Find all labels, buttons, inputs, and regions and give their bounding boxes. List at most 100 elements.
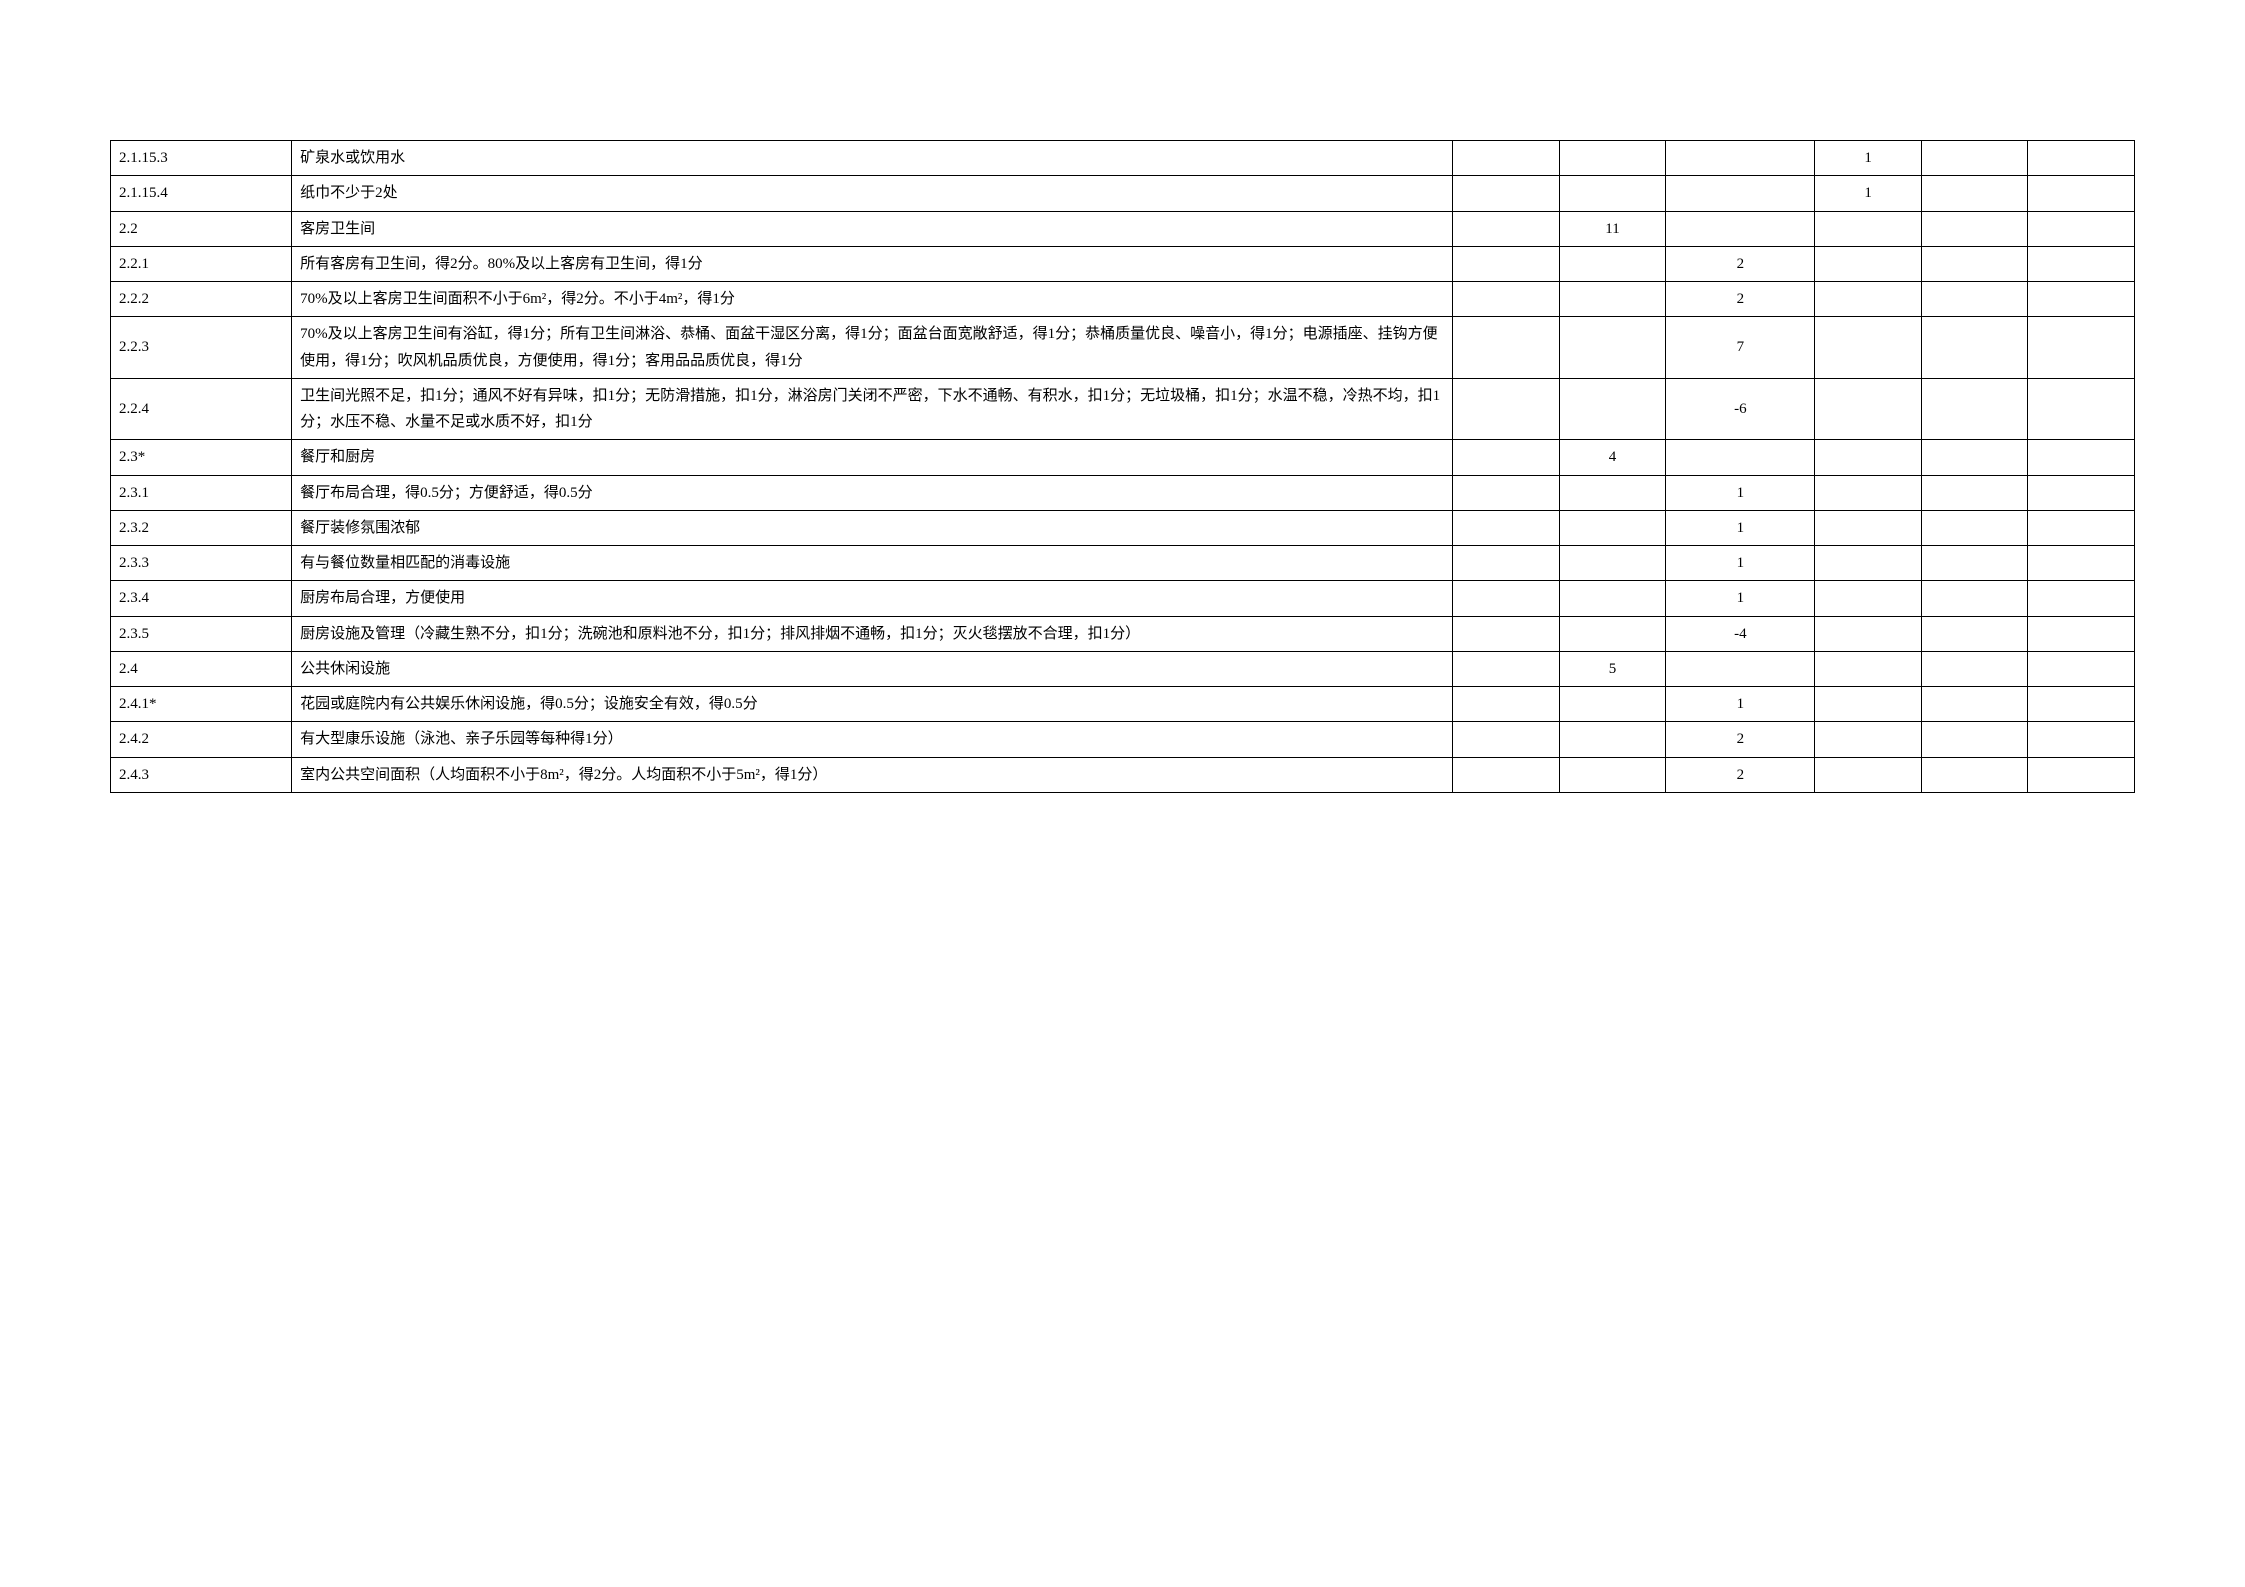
row-id: 2.4.3 bbox=[111, 757, 292, 792]
table-row: 2.1.15.3矿泉水或饮用水1 bbox=[111, 141, 2135, 176]
row-c5 bbox=[1921, 176, 2028, 211]
row-c6 bbox=[2028, 475, 2135, 510]
row-desc: 餐厅装修氛围浓郁 bbox=[292, 510, 1453, 545]
row-c6 bbox=[2028, 141, 2135, 176]
row-desc: 有大型康乐设施（泳池、亲子乐园等每种得1分） bbox=[292, 722, 1453, 757]
row-c1 bbox=[1453, 440, 1560, 475]
row-c6 bbox=[2028, 378, 2135, 440]
row-c5 bbox=[1921, 141, 2028, 176]
row-id: 2.1.15.3 bbox=[111, 141, 292, 176]
row-c5 bbox=[1921, 378, 2028, 440]
row-c3: 2 bbox=[1666, 757, 1815, 792]
row-id: 2.3.2 bbox=[111, 510, 292, 545]
row-c1 bbox=[1453, 317, 1560, 379]
row-c3: 1 bbox=[1666, 546, 1815, 581]
table-row: 2.2.270%及以上客房卫生间面积不小于6m²，得2分。不小于4m²，得1分2 bbox=[111, 282, 2135, 317]
row-c6 bbox=[2028, 757, 2135, 792]
row-c3: 2 bbox=[1666, 722, 1815, 757]
row-c5 bbox=[1921, 757, 2028, 792]
row-id: 2.4.1* bbox=[111, 687, 292, 722]
table-row: 2.2.370%及以上客房卫生间有浴缸，得1分；所有卫生间淋浴、恭桶、面盆干湿区… bbox=[111, 317, 2135, 379]
row-c2: 5 bbox=[1559, 651, 1666, 686]
row-c1 bbox=[1453, 546, 1560, 581]
row-id: 2.1.15.4 bbox=[111, 176, 292, 211]
row-c2 bbox=[1559, 317, 1666, 379]
row-c5 bbox=[1921, 246, 2028, 281]
row-c6 bbox=[2028, 282, 2135, 317]
row-c6 bbox=[2028, 616, 2135, 651]
row-c5 bbox=[1921, 722, 2028, 757]
row-c1 bbox=[1453, 282, 1560, 317]
table-row: 2.2.1所有客房有卫生间，得2分。80%及以上客房有卫生间，得1分2 bbox=[111, 246, 2135, 281]
row-desc: 有与餐位数量相匹配的消毒设施 bbox=[292, 546, 1453, 581]
row-desc: 室内公共空间面积（人均面积不小于8m²，得2分。人均面积不小于5m²，得1分） bbox=[292, 757, 1453, 792]
row-c1 bbox=[1453, 510, 1560, 545]
row-desc: 厨房布局合理，方便使用 bbox=[292, 581, 1453, 616]
row-c2 bbox=[1559, 722, 1666, 757]
table-row: 2.4公共休闲设施5 bbox=[111, 651, 2135, 686]
row-c5 bbox=[1921, 282, 2028, 317]
table-row: 2.4.2有大型康乐设施（泳池、亲子乐园等每种得1分）2 bbox=[111, 722, 2135, 757]
row-c2 bbox=[1559, 616, 1666, 651]
row-c2 bbox=[1559, 378, 1666, 440]
row-c3 bbox=[1666, 141, 1815, 176]
row-c4 bbox=[1815, 440, 1922, 475]
row-desc: 所有客房有卫生间，得2分。80%及以上客房有卫生间，得1分 bbox=[292, 246, 1453, 281]
row-c1 bbox=[1453, 651, 1560, 686]
row-c4 bbox=[1815, 722, 1922, 757]
row-c4 bbox=[1815, 581, 1922, 616]
row-c2 bbox=[1559, 141, 1666, 176]
row-c1 bbox=[1453, 757, 1560, 792]
row-id: 2.2.4 bbox=[111, 378, 292, 440]
row-c4 bbox=[1815, 282, 1922, 317]
row-c1 bbox=[1453, 581, 1560, 616]
table-row: 2.4.3室内公共空间面积（人均面积不小于8m²，得2分。人均面积不小于5m²，… bbox=[111, 757, 2135, 792]
row-c6 bbox=[2028, 687, 2135, 722]
row-c4 bbox=[1815, 510, 1922, 545]
row-desc: 餐厅布局合理，得0.5分；方便舒适，得0.5分 bbox=[292, 475, 1453, 510]
row-c6 bbox=[2028, 510, 2135, 545]
row-c3: -4 bbox=[1666, 616, 1815, 651]
row-desc: 花园或庭院内有公共娱乐休闲设施，得0.5分；设施安全有效，得0.5分 bbox=[292, 687, 1453, 722]
row-c4: 1 bbox=[1815, 141, 1922, 176]
row-c1 bbox=[1453, 687, 1560, 722]
row-c2: 4 bbox=[1559, 440, 1666, 475]
row-c5 bbox=[1921, 475, 2028, 510]
row-c5 bbox=[1921, 687, 2028, 722]
table-row: 2.3.1餐厅布局合理，得0.5分；方便舒适，得0.5分1 bbox=[111, 475, 2135, 510]
row-c3: 2 bbox=[1666, 282, 1815, 317]
row-desc: 厨房设施及管理（冷藏生熟不分，扣1分；洗碗池和原料池不分，扣1分；排风排烟不通畅… bbox=[292, 616, 1453, 651]
row-id: 2.3.5 bbox=[111, 616, 292, 651]
row-id: 2.2.3 bbox=[111, 317, 292, 379]
row-c1 bbox=[1453, 722, 1560, 757]
row-c4: 1 bbox=[1815, 176, 1922, 211]
row-c4 bbox=[1815, 687, 1922, 722]
row-c6 bbox=[2028, 440, 2135, 475]
row-c3: 2 bbox=[1666, 246, 1815, 281]
row-c1 bbox=[1453, 616, 1560, 651]
row-c4 bbox=[1815, 616, 1922, 651]
row-c5 bbox=[1921, 546, 2028, 581]
row-c1 bbox=[1453, 176, 1560, 211]
row-c3 bbox=[1666, 176, 1815, 211]
row-c2 bbox=[1559, 282, 1666, 317]
scoring-table: 2.1.15.3矿泉水或饮用水12.1.15.4纸巾不少于2处12.2客房卫生间… bbox=[110, 140, 2135, 793]
row-id: 2.3* bbox=[111, 440, 292, 475]
row-c3: 1 bbox=[1666, 581, 1815, 616]
row-id: 2.4 bbox=[111, 651, 292, 686]
row-c2: 11 bbox=[1559, 211, 1666, 246]
row-c3: 7 bbox=[1666, 317, 1815, 379]
row-c1 bbox=[1453, 211, 1560, 246]
table-row: 2.3.3有与餐位数量相匹配的消毒设施 1 bbox=[111, 546, 2135, 581]
row-c6 bbox=[2028, 246, 2135, 281]
row-c4 bbox=[1815, 475, 1922, 510]
row-c1 bbox=[1453, 246, 1560, 281]
row-c6 bbox=[2028, 651, 2135, 686]
table-row: 2.2客房卫生间11 bbox=[111, 211, 2135, 246]
row-c3 bbox=[1666, 651, 1815, 686]
row-c4 bbox=[1815, 378, 1922, 440]
row-desc: 纸巾不少于2处 bbox=[292, 176, 1453, 211]
row-c5 bbox=[1921, 211, 2028, 246]
row-id: 2.3.3 bbox=[111, 546, 292, 581]
row-c4 bbox=[1815, 757, 1922, 792]
